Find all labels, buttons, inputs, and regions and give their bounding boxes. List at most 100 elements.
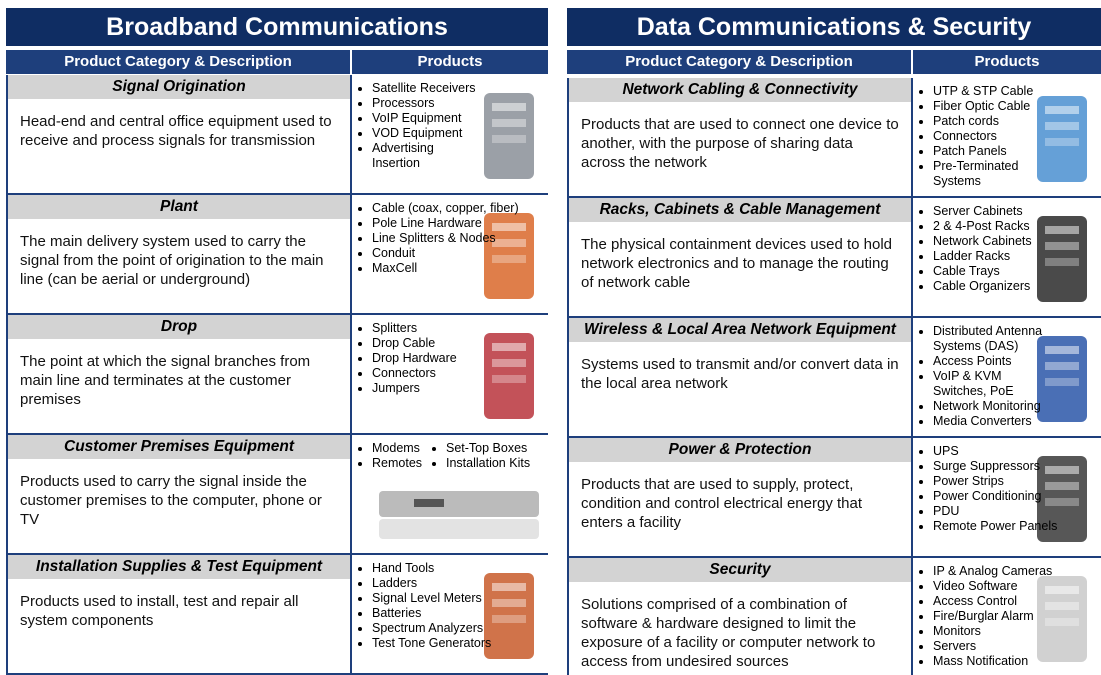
products-cell: Satellite ReceiversProcessorsVoIP Equipm…	[352, 75, 548, 193]
product-list: Hand ToolsLaddersSignal Level MetersBatt…	[352, 555, 548, 651]
description: Products that are used to connect one de…	[581, 116, 899, 171]
products-cell: SplittersDrop CableDrop HardwareConnecto…	[352, 315, 548, 433]
product-item: Surge Suppressors	[933, 459, 1101, 474]
column-header: Product Category & Description	[567, 50, 911, 74]
product-photo	[484, 213, 534, 299]
description-cell: Power & Protection Products that are used…	[567, 438, 913, 556]
product-item: Servers	[933, 639, 1101, 654]
product-item: Line Splitters & Nodes	[372, 231, 548, 246]
products-cell: Cable (coax, copper, fiber)Pole Line Har…	[352, 195, 548, 313]
product-item: Ladder Racks	[933, 249, 1101, 264]
product-item: Remotes	[372, 456, 442, 471]
product-item: UPS	[933, 444, 1101, 459]
product-list: UTP & STP CableFiber Optic CablePatch co…	[913, 78, 1101, 189]
product-photo	[1037, 216, 1087, 302]
product-item: VoIP Equipment	[372, 111, 548, 126]
product-item: IP & Analog Cameras	[933, 564, 1101, 579]
product-item: UTP & STP Cable	[933, 84, 1101, 99]
product-photo	[1037, 96, 1087, 182]
description-cell: Racks, Cabinets & Cable Management The ph…	[567, 198, 913, 316]
product-item: 2 & 4-Post Racks	[933, 219, 1101, 234]
product-item: Fiber Optic Cable	[933, 99, 1101, 114]
category-row: Plant The main delivery system used to ca…	[6, 195, 548, 315]
product-item: Mass Notification	[933, 654, 1101, 669]
category-row: Customer Premises Equipment Products used…	[6, 435, 548, 555]
category-row: Drop The point at which the signal branch…	[6, 315, 548, 435]
category-row: Security Solutions comprised of a combina…	[567, 558, 1101, 675]
description-cell: Plant The main delivery system used to ca…	[6, 195, 352, 313]
products-cell: IP & Analog CamerasVideo SoftwareAccess …	[913, 558, 1101, 675]
description: Products used to carry the signal inside…	[20, 473, 322, 528]
product-item: Jumpers	[372, 381, 548, 396]
product-item: PDU	[933, 504, 1101, 519]
product-item: Power Conditioning	[933, 489, 1101, 504]
description: Head-end and central office equipment us…	[20, 113, 332, 149]
product-photo	[379, 491, 539, 539]
product-item: Spectrum Analyzers	[372, 621, 548, 636]
product-list: IP & Analog CamerasVideo SoftwareAccess …	[913, 558, 1101, 669]
product-item: Ladders	[372, 576, 548, 591]
product-item: Drop Hardware	[372, 351, 548, 366]
category-row: Racks, Cabinets & Cable Management The ph…	[567, 198, 1101, 318]
product-item: Pre-Terminated Systems	[933, 159, 1053, 189]
description-cell: Customer Premises Equipment Products used…	[6, 435, 352, 553]
description-cell: Security Solutions comprised of a combina…	[567, 558, 913, 675]
product-item: Batteries	[372, 606, 548, 621]
products-cell: Modems Set-Top Boxes Remotes Installation K…	[352, 435, 548, 553]
category-row: Power & Protection Products that are used…	[567, 438, 1101, 558]
product-item: Distributed Antenna Systems (DAS)	[933, 324, 1053, 354]
category-name: Network Cabling & Connectivity	[569, 78, 911, 102]
panel: Broadband Communications Product Category…	[6, 8, 548, 675]
product-item: Satellite Receivers	[372, 81, 548, 96]
description-cell: Signal Origination Head-end and central o…	[6, 75, 352, 193]
panel: Data Communications & Security Product Ca…	[567, 8, 1101, 675]
product-item: Processors	[372, 96, 548, 111]
description: The point at which the signal branches f…	[20, 353, 311, 408]
column-header: Products	[913, 50, 1101, 74]
category-name: Customer Premises Equipment	[8, 435, 350, 459]
product-photo	[484, 93, 534, 179]
product-photo	[484, 573, 534, 659]
product-list: Server Cabinets2 & 4-Post RacksNetwork C…	[913, 198, 1101, 294]
product-item: Drop Cable	[372, 336, 548, 351]
category-name: Signal Origination	[8, 75, 350, 99]
category-name: Security	[569, 558, 911, 582]
product-item: Connectors	[372, 366, 548, 381]
product-item: Hand Tools	[372, 561, 548, 576]
product-list: Cable (coax, copper, fiber)Pole Line Har…	[352, 195, 548, 276]
panel-title: Broadband Communications	[6, 8, 548, 46]
product-item: Splitters	[372, 321, 548, 336]
product-item: VoIP & KVM Switches, PoE	[933, 369, 1053, 399]
products-cell: UPSSurge SuppressorsPower StripsPower Co…	[913, 438, 1101, 556]
description: Products that are used to supply, protec…	[581, 476, 863, 531]
product-item: Conduit	[372, 246, 548, 261]
product-item: Cable (coax, copper, fiber)	[372, 201, 548, 216]
description-cell: Wireless & Local Area Network Equipment S…	[567, 318, 913, 436]
product-item: Network Monitoring	[933, 399, 1101, 414]
product-item: Installation Kits	[446, 456, 546, 471]
product-photo	[1037, 576, 1087, 662]
products-cell: Server Cabinets2 & 4-Post RacksNetwork C…	[913, 198, 1101, 316]
product-photo	[1037, 456, 1087, 542]
product-item: Cable Trays	[933, 264, 1101, 279]
product-list: Modems Set-Top Boxes Remotes Installation K…	[352, 435, 548, 471]
product-item: Cable Organizers	[933, 279, 1101, 294]
product-list: UPSSurge SuppressorsPower StripsPower Co…	[913, 438, 1101, 534]
column-header: Products	[352, 50, 548, 74]
products-cell: UTP & STP CableFiber Optic CablePatch co…	[913, 78, 1101, 196]
product-item: Access Points	[933, 354, 1101, 369]
column-header: Product Category & Description	[6, 50, 350, 74]
product-item: Modems	[372, 441, 442, 456]
product-item: Monitors	[933, 624, 1101, 639]
category-name: Racks, Cabinets & Cable Management	[569, 198, 911, 222]
category-name: Plant	[8, 195, 350, 219]
product-item: Server Cabinets	[933, 204, 1101, 219]
description: Products used to install, test and repai…	[20, 593, 299, 629]
category-name: Power & Protection	[569, 438, 911, 462]
product-item: Power Strips	[933, 474, 1101, 489]
product-item: Set-Top Boxes	[446, 441, 546, 456]
product-list: SplittersDrop CableDrop HardwareConnecto…	[352, 315, 548, 396]
product-item: Video Software	[933, 579, 1101, 594]
product-item: Signal Level Meters	[372, 591, 548, 606]
product-list: Distributed Antenna Systems (DAS)Access …	[913, 318, 1101, 429]
